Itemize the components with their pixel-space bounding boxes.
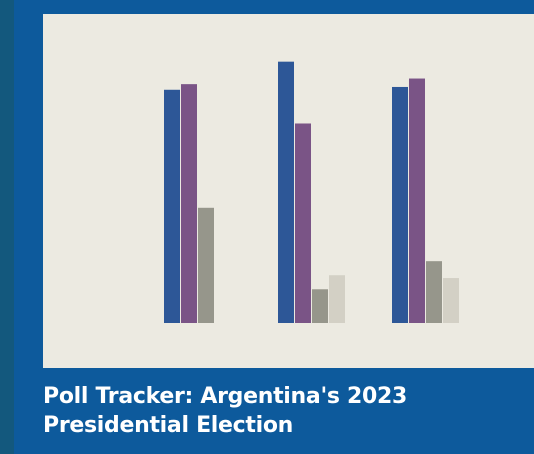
- bar-chart: [164, 61, 459, 324]
- chart-card: [43, 14, 534, 368]
- bar-group3-series4: [443, 278, 459, 323]
- bar-group3-series1: [392, 86, 408, 324]
- bar-group3-series2: [409, 78, 425, 323]
- bar-group1-series2: [181, 84, 197, 324]
- bar-group1-series1: [164, 89, 180, 324]
- bar-group3-series3: [426, 261, 442, 323]
- bar-group2-series1: [278, 61, 294, 324]
- left-edge-strip: [0, 0, 14, 454]
- page-title: Poll Tracker: Argentina's 2023 President…: [43, 384, 408, 438]
- bar-group2-series2: [295, 123, 311, 324]
- bar-group1-series3: [198, 207, 214, 323]
- bar-group2-series3: [312, 289, 328, 323]
- bar-group2-series4: [329, 275, 345, 323]
